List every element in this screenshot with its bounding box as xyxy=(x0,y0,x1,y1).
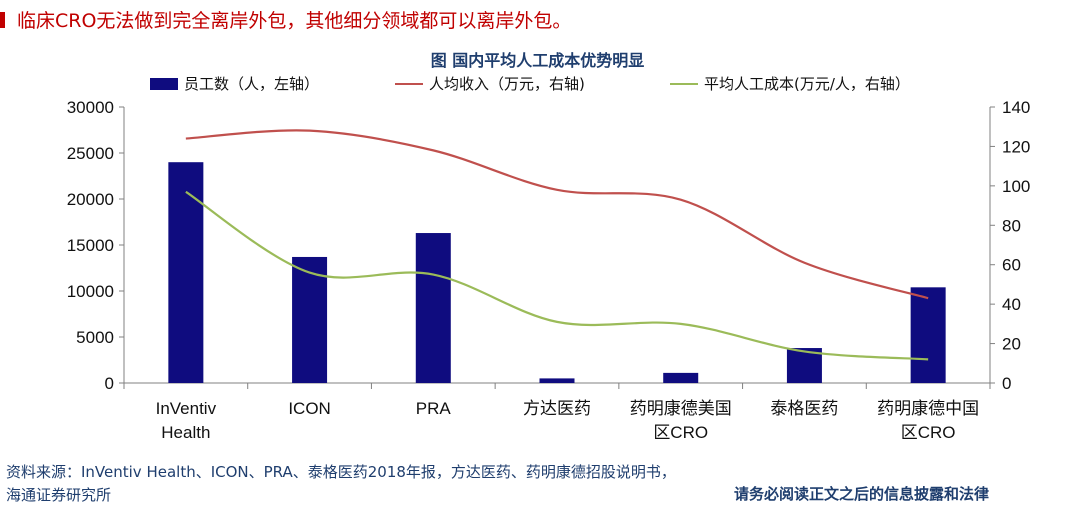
left-tick-label: 5000 xyxy=(76,328,114,347)
chart-legend: 员工数（人，左轴） 人均收入（万元，右轴) 平均人工成本(万元/人，右轴） xyxy=(150,73,1030,97)
chart-title: 图 国内平均人工成本优势明显 xyxy=(430,51,645,70)
legend-label-employees: 员工数（人，左轴） xyxy=(184,75,320,93)
heading-text: 临床CRO无法做到完全离岸外包，其他细分领域都可以离岸外包。 xyxy=(17,10,572,32)
left-tick-label: 30000 xyxy=(67,98,114,117)
category-label: PRA xyxy=(416,399,452,418)
category-label: 泰格医药 xyxy=(770,399,838,418)
left-tick-label: 20000 xyxy=(67,190,114,209)
bar-employees xyxy=(539,378,575,383)
category-label: 区CRO xyxy=(653,423,708,442)
bar-employees xyxy=(415,233,451,383)
bar-employees xyxy=(910,287,946,383)
bar-employees xyxy=(663,372,699,383)
right-tick-label: 40 xyxy=(1002,295,1021,314)
legend-item-income: 人均收入（万元，右轴) xyxy=(395,73,585,94)
right-tick-label: 100 xyxy=(1002,177,1030,196)
disclaimer-text: 请务必阅读正文之后的信息披露和法律 xyxy=(734,485,990,503)
legend-item-employees: 员工数（人，左轴） xyxy=(150,73,319,94)
right-tick-label: 140 xyxy=(1002,98,1030,117)
category-label: Health xyxy=(161,423,210,442)
line-income-per-capita xyxy=(185,129,929,300)
left-tick-label: 0 xyxy=(105,374,114,393)
line-avg-labor-cost xyxy=(185,190,929,361)
category-label: ICON xyxy=(288,399,331,418)
left-tick-label: 10000 xyxy=(67,282,114,301)
legend-swatch-employees xyxy=(150,77,178,90)
left-tick-label: 25000 xyxy=(67,144,114,163)
right-tick-label: 20 xyxy=(1002,335,1021,354)
right-tick-label: 80 xyxy=(1002,216,1021,235)
category-label: 药明康德中国 xyxy=(877,399,979,418)
source-line-2: 海通证券研究所 xyxy=(6,486,112,504)
legend-label-cost: 平均人工成本(万元/人，右轴） xyxy=(704,75,910,93)
source-line-1: 资料来源：InVentiv Health、ICON、PRA、泰格医药2018年报… xyxy=(6,463,676,481)
legend-swatch-cost xyxy=(670,82,698,85)
legend-label-income: 人均收入（万元，右轴) xyxy=(429,75,585,93)
category-label: 药明康德美国 xyxy=(630,399,732,418)
right-tick-label: 60 xyxy=(1002,256,1021,275)
bar-employees xyxy=(292,256,328,383)
heading-bullet xyxy=(0,12,5,28)
source-note: 资料来源：InVentiv Health、ICON、PRA、泰格医药2018年报… xyxy=(6,461,676,507)
category-label: 区CRO xyxy=(901,423,956,442)
right-tick-label: 0 xyxy=(1002,374,1011,393)
category-label: 方达医药 xyxy=(523,399,591,418)
left-tick-label: 15000 xyxy=(67,236,114,255)
right-tick-label: 120 xyxy=(1002,137,1030,156)
bar-employees xyxy=(168,162,204,383)
page-heading: 临床CRO无法做到完全离岸外包，其他细分领域都可以离岸外包。 xyxy=(0,6,571,33)
legend-swatch-income xyxy=(395,82,423,85)
category-label: InVentiv xyxy=(156,399,217,418)
legend-item-cost: 平均人工成本(万元/人，右轴） xyxy=(670,73,910,94)
